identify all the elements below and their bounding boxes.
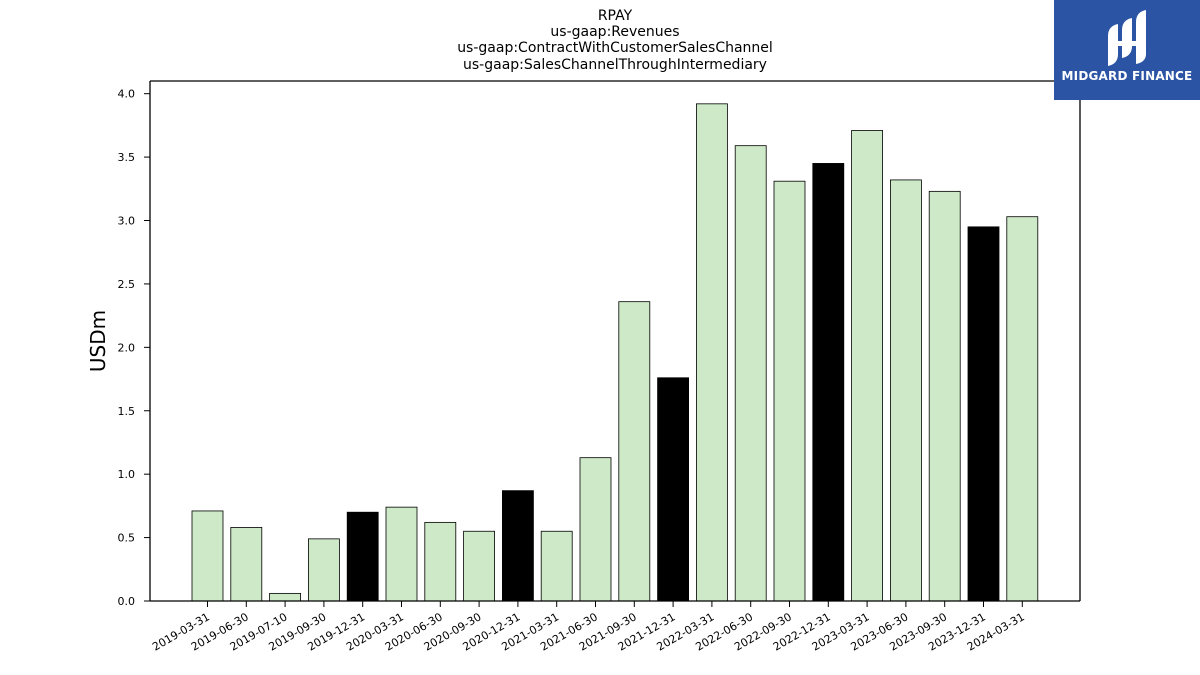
bar-2023-12-31 [967, 226, 1000, 602]
y-tick-label: 0.5 [118, 532, 136, 545]
chart-title-line-3: us-gaap:ContractWithCustomerSalesChannel [457, 40, 773, 56]
bar-2022-03-31 [696, 103, 728, 602]
bar-2020-03-31 [385, 506, 418, 602]
bar-2022-12-31 [812, 163, 845, 602]
midgard-finance-logo: MIDGARD FINANCE [1054, 0, 1200, 100]
y-tick-label: 3.5 [118, 151, 136, 164]
bar-2023-03-31 [851, 130, 883, 602]
y-tick-label: 3.0 [118, 215, 136, 228]
y-tick-label: 4.0 [118, 88, 136, 101]
chart-title-line-2: us-gaap:Revenues [550, 24, 680, 40]
bar-2024-03-31 [1006, 216, 1039, 602]
logo-mark-icon [1108, 10, 1146, 66]
bar-2021-09-30 [618, 301, 651, 602]
bar-2020-12-31 [501, 490, 534, 602]
bar-2019-03-31 [191, 510, 224, 602]
bar-2019-09-30 [307, 538, 340, 602]
logo-text: MIDGARD FINANCE [1061, 69, 1193, 83]
bar-2019-07-10 [269, 592, 302, 602]
y-tick-label: 2.5 [118, 278, 136, 291]
y-tick-label: 1.0 [118, 468, 136, 481]
bar-2022-09-30 [773, 180, 806, 602]
chart-title-line-4: us-gaap:SalesChannelThroughIntermediary [463, 57, 767, 73]
bar-2020-09-30 [463, 530, 496, 602]
bar-2021-12-31 [657, 377, 689, 602]
chart-title-line-1: RPAY [597, 8, 633, 24]
bar-2023-06-30 [890, 179, 922, 602]
bar-2023-09-30 [928, 190, 961, 602]
bar-2021-03-31 [540, 530, 573, 602]
y-tick-label: 0.0 [118, 595, 136, 608]
y-axis-label: USDm [86, 310, 110, 372]
bar-2021-06-30 [579, 457, 612, 602]
y-tick-label: 2.0 [118, 341, 136, 354]
bar-2019-06-30 [230, 527, 263, 602]
bar-2019-12-31 [346, 511, 379, 602]
bar-2022-06-30 [734, 145, 767, 602]
y-tick-label: 1.5 [118, 405, 136, 418]
bar-2020-06-30 [424, 521, 457, 602]
